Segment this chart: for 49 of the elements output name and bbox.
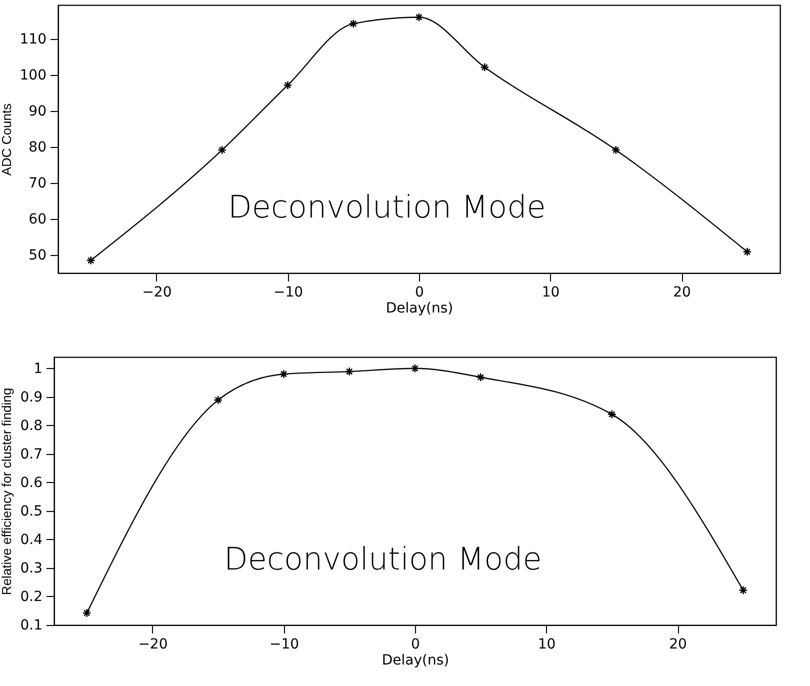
point <box>742 247 752 256</box>
x-tick-label: −20 <box>138 636 168 652</box>
y-tick-label: 0.3 <box>20 560 42 576</box>
y-tick-label: 0.2 <box>20 588 42 605</box>
y-tick-label: 100 <box>20 68 46 84</box>
y-tick-label: 1 <box>34 360 42 377</box>
x-tick-label: −10 <box>273 284 303 300</box>
point <box>86 256 96 265</box>
y-axis-title: ADC Counts <box>0 102 14 176</box>
point <box>476 372 486 382</box>
point <box>82 608 92 618</box>
y-tick-label: 0.9 <box>20 389 42 406</box>
x-axis-title: Delay(ns) <box>386 300 454 316</box>
y-tick-label: 0.6 <box>20 474 43 491</box>
y-tick-label: 0.4 <box>20 532 43 548</box>
x-tick-label: 0 <box>411 636 420 652</box>
y-tick-label: 0.8 <box>20 418 42 434</box>
x-tick-label: −20 <box>142 284 172 300</box>
y-tick-label: 0.5 <box>20 503 42 520</box>
point <box>218 145 227 154</box>
y-tick-label: 60 <box>28 212 46 228</box>
point <box>283 80 292 90</box>
y-tick-label: 0.1 <box>20 618 42 634</box>
y-tick-label: 70 <box>28 176 46 192</box>
x-tick-label: 0 <box>415 284 424 300</box>
x-axis-title: Delay(ns) <box>382 652 450 668</box>
point <box>738 586 748 595</box>
point <box>607 410 616 419</box>
point <box>279 370 288 379</box>
annotation: Deconvolution Mode <box>228 190 546 226</box>
point <box>410 364 420 373</box>
y-tick-label: 50 <box>28 248 46 264</box>
x-tick-label: −10 <box>269 636 299 652</box>
point <box>480 62 490 72</box>
y-tick-label: 0.7 <box>20 446 42 462</box>
y-axis-title: Relative efficiency for cluster finding <box>0 388 14 596</box>
x-tick-label: 10 <box>542 284 560 300</box>
x-tick-label: 20 <box>669 636 687 652</box>
point <box>414 12 424 22</box>
y-tick-label: 110 <box>20 32 46 48</box>
annotation: Deconvolution Mode <box>224 542 542 578</box>
y-tick-label: 90 <box>28 104 46 120</box>
point <box>348 19 358 28</box>
point <box>214 396 223 405</box>
x-tick-label: 10 <box>538 636 556 652</box>
point <box>344 367 354 376</box>
y-tick-label: 80 <box>28 140 46 156</box>
point <box>611 145 620 154</box>
x-tick-label: 20 <box>673 284 691 300</box>
